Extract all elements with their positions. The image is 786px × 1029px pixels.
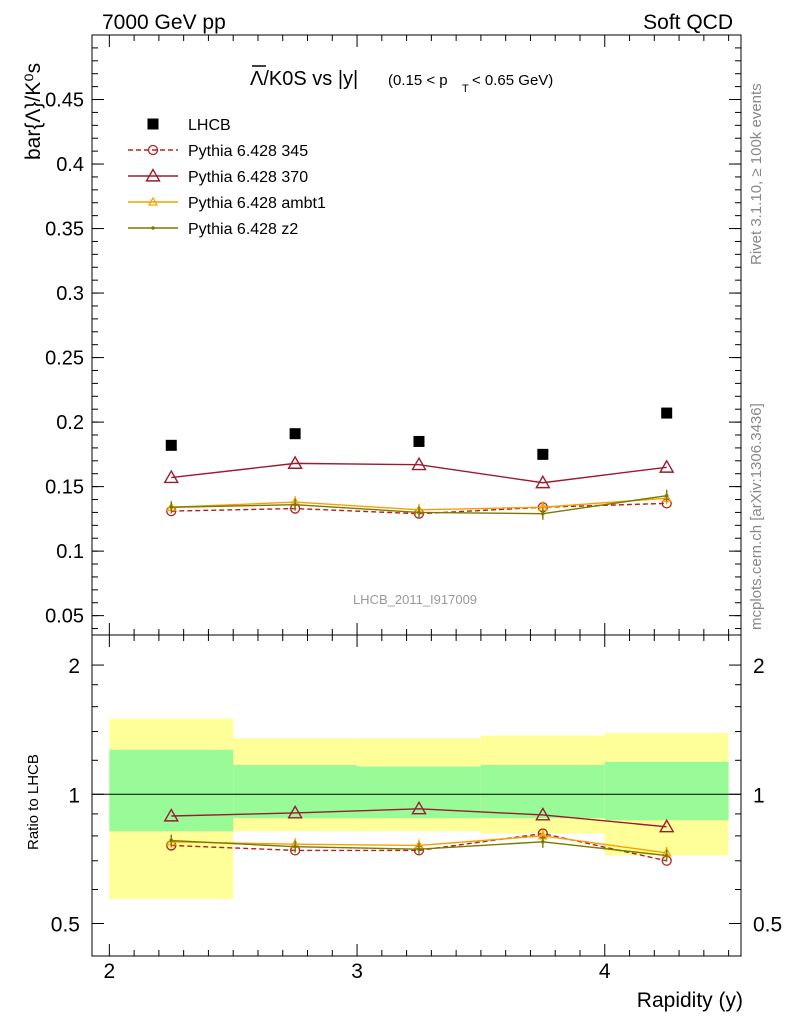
ratio-axes: 0.5 0.5 1 1 2 2 2 3 4: [51, 635, 782, 983]
main-ytick-label: 0.05: [45, 606, 84, 628]
main-point-lhcb: [289, 428, 301, 440]
ratio-xtick-label: 2: [103, 960, 115, 983]
main-ylabel-text: bar{Λ}/K⁰s: [22, 63, 45, 160]
ratio-ytick-label-right: 1: [753, 784, 765, 807]
title-cut-post: < 0.65 GeV): [472, 72, 553, 89]
band-inner-4: [604, 761, 729, 821]
main-line-p370: [171, 462, 667, 484]
main-point-p370: [411, 456, 427, 471]
main-ytick-label: 0.15: [45, 477, 84, 499]
ratio-series: [163, 800, 675, 866]
ratio-point-p370: [535, 807, 551, 821]
legend-marker-p345: [147, 144, 159, 156]
header-left: 7000 GeV pp: [102, 11, 226, 34]
main-point-z2: [664, 493, 669, 498]
legend-label-z2: Pythia 6.428 z2: [188, 221, 298, 238]
title-main: Λ/K0S vs |y|: [250, 68, 358, 90]
main-point-lhcb: [413, 435, 425, 447]
main-point-p370: [658, 459, 675, 473]
main-ylabel: bar{Λ}/K⁰s: [22, 63, 45, 160]
ratio-point-p370: [411, 800, 427, 815]
xlabel: Rapidity (y): [637, 989, 743, 1012]
main-ytick-label: 0.4: [56, 154, 84, 176]
header-right: Soft QCD: [643, 11, 733, 34]
main-series: [163, 407, 675, 520]
legend-marker-lhcb: [147, 118, 159, 130]
main-axes: 0.05 0.1 0.15 0.2 0.25 0.3 0.35 0.4 0.45: [45, 35, 741, 635]
analysis-id: LHCB_2011_I917009: [353, 592, 477, 607]
ratio-point-z2: [169, 838, 174, 843]
ratio-ytick-label-left: 0.5: [51, 913, 80, 936]
legend-label-ambt1: Pythia 6.428 ambt1: [188, 195, 326, 212]
main-point-lhcb: [661, 407, 673, 419]
band-inner-1: [233, 765, 358, 819]
main-point-z2: [417, 510, 421, 515]
mcplots-label: mcplots.cern.ch [arXiv:1306.3436]: [748, 403, 765, 630]
ratio-point-p370: [287, 804, 303, 819]
ratio-ylabel: Ratio to LHCB: [25, 754, 42, 850]
ratio-point-p370: [658, 818, 675, 833]
ratio-line-p345: [171, 832, 667, 862]
title-cut-sub: T: [462, 83, 469, 95]
main-point-z2: [169, 505, 174, 510]
ratio-ytick-label-right: 2: [753, 655, 765, 678]
ratio-bands: [109, 718, 729, 900]
ratio-point-z2: [541, 839, 545, 844]
legend-label-p370: Pythia 6.428 370: [188, 169, 308, 186]
main-ytick-label: 0.25: [45, 348, 84, 370]
main-line-p345: [171, 502, 667, 515]
legend-marker-ambt1: [147, 196, 159, 206]
legend-marker-p370: [145, 168, 161, 182]
ratio-xtick-label: 4: [599, 960, 611, 983]
ratio-point-p370: [163, 808, 179, 822]
legend: LHCB Pythia 6.428 345 Pythia 6.428 370 Pyth…: [128, 117, 326, 238]
legend-label-lhcb: LHCB: [188, 117, 231, 134]
rivet-label: Rivet 3.1.10, ≥ 100k events: [748, 83, 765, 265]
ratio-ytick-label-left: 1: [68, 784, 80, 807]
main-ytick-label: 0.2: [56, 412, 84, 434]
main-point-z2: [293, 502, 297, 507]
ratio-point-z2: [664, 853, 669, 858]
legend-label-p345: Pythia 6.428 345: [188, 143, 308, 160]
ratio-ytick-label-right: 0.5: [753, 913, 782, 936]
legend-marker-z2: [151, 226, 155, 230]
ratio-line-p370: [171, 808, 667, 828]
main-point-p370: [287, 455, 303, 469]
plot-title: Λ/K0S vs |y| (0.15 < p T < 0.65 GeV): [250, 65, 553, 95]
ratio-ytick-label-left: 2: [68, 655, 80, 678]
main-ytick-label: 0.45: [45, 90, 84, 112]
main-point-lhcb: [165, 439, 177, 451]
ratio-point-z2: [293, 844, 297, 849]
ratio-point-z2: [417, 847, 421, 851]
ratio-xtick-label: 3: [351, 960, 363, 983]
main-ytick-label: 0.1: [56, 541, 84, 563]
main-point-p370: [163, 469, 179, 484]
title-cut-pre: (0.15 < p: [388, 72, 448, 89]
main-point-z2: [541, 511, 545, 516]
main-ytick-label: 0.3: [56, 283, 84, 305]
ratio-frame: [91, 634, 742, 957]
band-inner-3: [480, 765, 605, 819]
main-point-p370: [535, 474, 551, 489]
band-inner-0: [109, 749, 234, 832]
main-ytick-label: 0.35: [45, 219, 84, 241]
main-point-lhcb: [537, 448, 549, 460]
